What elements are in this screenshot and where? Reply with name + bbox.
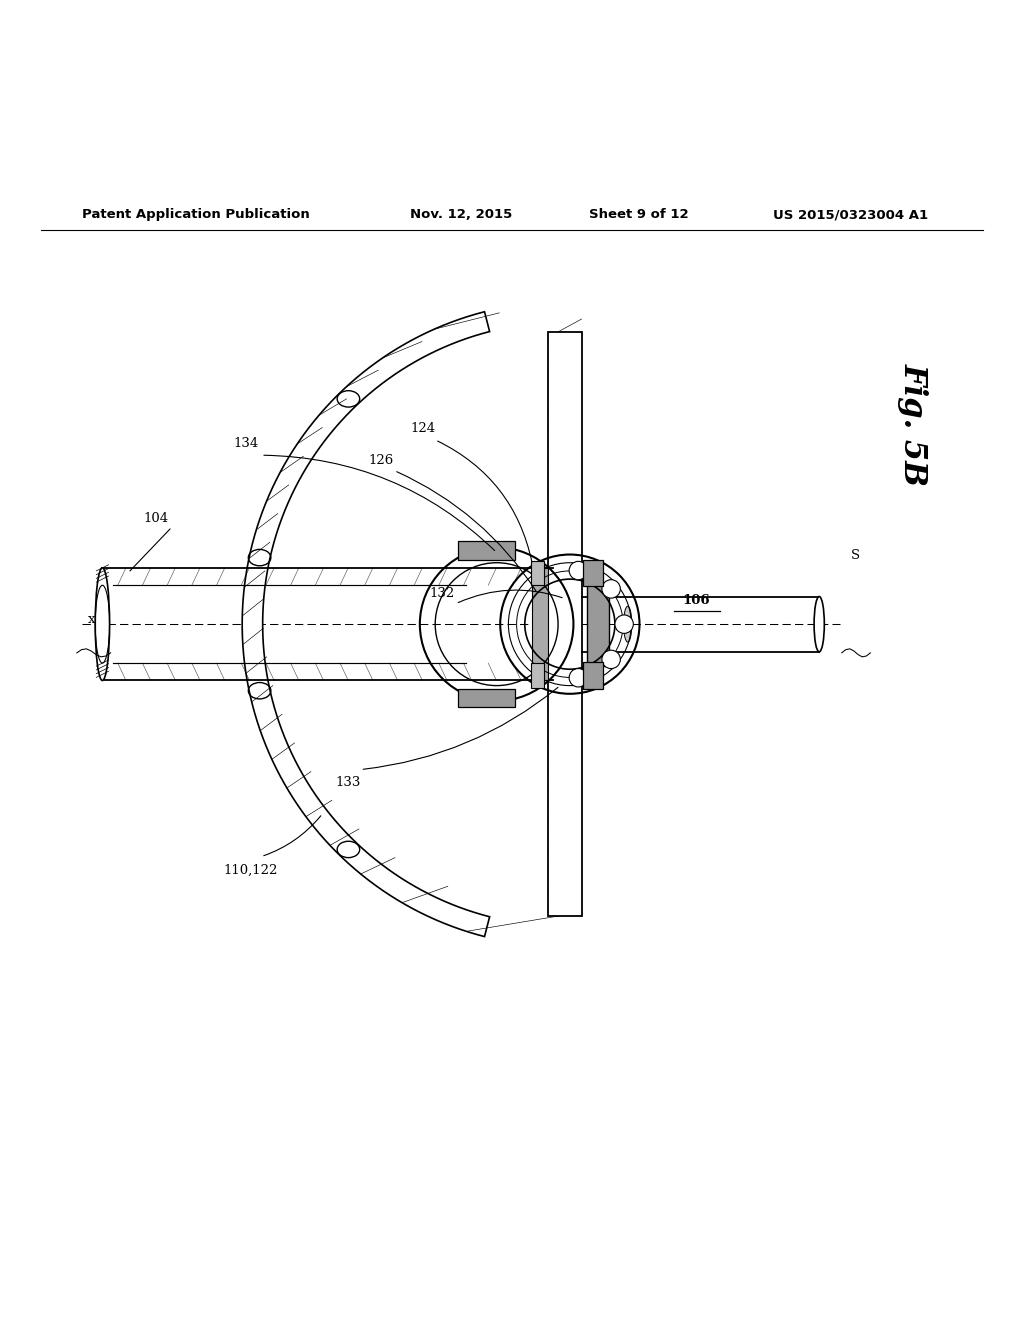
Text: 104: 104 [143, 512, 168, 525]
Text: 132: 132 [430, 587, 455, 599]
Bar [583, 560, 603, 586]
Ellipse shape [624, 606, 632, 642]
Text: 106: 106 [683, 594, 710, 607]
Circle shape [602, 579, 621, 598]
Ellipse shape [814, 597, 824, 652]
Circle shape [569, 668, 588, 686]
Polygon shape [548, 333, 582, 916]
Bar [458, 541, 515, 560]
Text: Sheet 9 of 12: Sheet 9 of 12 [589, 209, 688, 220]
Bar [531, 663, 544, 688]
Polygon shape [243, 312, 489, 937]
Text: 133: 133 [336, 776, 360, 789]
Text: US 2015/0323004 A1: US 2015/0323004 A1 [773, 209, 928, 220]
Circle shape [614, 615, 633, 634]
Bar [458, 689, 515, 708]
Bar [532, 568, 548, 681]
Circle shape [569, 561, 588, 579]
Text: 126: 126 [369, 454, 393, 467]
Circle shape [602, 651, 621, 669]
Text: Fig. 5B: Fig. 5B [898, 363, 929, 486]
Ellipse shape [95, 568, 110, 681]
Bar [583, 663, 603, 689]
Text: 124: 124 [411, 422, 435, 436]
Text: 134: 134 [233, 437, 258, 450]
Bar [587, 582, 609, 665]
Text: S: S [851, 549, 859, 562]
Text: Patent Application Publication: Patent Application Publication [82, 209, 309, 220]
Text: xl: xl [88, 612, 100, 626]
Text: Nov. 12, 2015: Nov. 12, 2015 [410, 209, 512, 220]
Text: 110,122: 110,122 [223, 863, 279, 876]
Bar [531, 561, 544, 585]
